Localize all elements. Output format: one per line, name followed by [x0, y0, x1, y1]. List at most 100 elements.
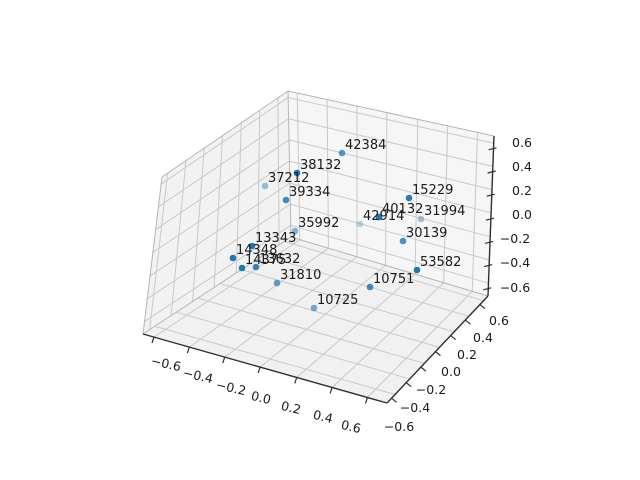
x-tick-label: 0.6 — [340, 417, 363, 436]
z-tick — [484, 240, 494, 244]
scatter-point — [375, 213, 383, 221]
box-edge-left — [142, 176, 163, 335]
point-label: 10751 — [373, 272, 414, 287]
x-tick-label: −0.4 — [182, 365, 215, 386]
point-label: 31810 — [280, 268, 321, 283]
gridline-floor-x — [284, 240, 484, 302]
scatter-point — [405, 194, 413, 202]
gridline-floor-y — [153, 239, 301, 338]
z-tick — [483, 264, 493, 268]
x-axis-spine — [142, 333, 388, 404]
gridline-leftwall-x — [213, 135, 223, 288]
x-tick-label: −0.2 — [215, 377, 248, 398]
gridline-leftwall-z — [155, 139, 290, 231]
scatter-point — [261, 182, 269, 190]
scatter-point — [356, 220, 364, 228]
z-tick — [488, 147, 497, 151]
point-label: 37212 — [268, 171, 309, 186]
point-label: 42914 — [363, 209, 404, 224]
x-tick — [151, 336, 155, 344]
box-edge-top-right — [287, 90, 495, 137]
scatter-point — [310, 304, 318, 312]
gridline-rightwall-z — [290, 203, 490, 261]
point-label: 40132 — [382, 202, 423, 217]
y-tick-label: −0.6 — [384, 419, 414, 434]
z-tick-label: −0.4 — [500, 255, 530, 270]
scatter-point — [413, 266, 421, 274]
point-label: 30139 — [406, 226, 447, 241]
point-label: 31994 — [424, 204, 465, 219]
z-tick — [487, 170, 496, 174]
gridline-leftwall-x — [277, 97, 280, 245]
gridline-rightwall-z — [289, 160, 492, 214]
gridline-leftwall-z — [160, 97, 289, 185]
gridline-floor-y — [189, 247, 329, 348]
point-label: 13343 — [255, 231, 296, 246]
y-tick — [405, 382, 412, 388]
point-label: 53582 — [420, 255, 461, 270]
x-tick-label: 0.2 — [280, 398, 303, 417]
gridline-rightwall-z — [288, 118, 493, 167]
gridline-leftwall-x — [170, 160, 187, 316]
point-label: 14348 — [236, 243, 277, 258]
point-label: 13632 — [259, 252, 300, 267]
gridline-floor-x — [154, 325, 396, 395]
gridline-leftwall-z — [149, 182, 291, 277]
z-tick-label: 0.2 — [512, 183, 532, 198]
gridline-rightwall-y — [296, 93, 301, 240]
y-tick — [464, 319, 471, 325]
gridline-floor-y — [224, 256, 358, 358]
gridline-leftwall-z — [146, 203, 291, 300]
z-tick — [486, 193, 495, 197]
gridline-floor-y — [367, 290, 473, 398]
gridline-rightwall-z — [290, 224, 489, 284]
point-label: 38132 — [300, 158, 341, 173]
y-axis-spine — [386, 295, 489, 404]
y-tick-label: 0.6 — [489, 313, 509, 328]
y-tick-label: −0.2 — [416, 382, 446, 397]
gridline-leftwall-z — [144, 224, 292, 322]
gridline-rightwall-y — [326, 99, 329, 249]
y-tick — [420, 366, 427, 372]
x-tick-label: −0.6 — [150, 353, 183, 374]
box-edge-top-left — [161, 90, 289, 178]
scatter-point — [238, 264, 246, 272]
scatter-point — [248, 242, 256, 250]
y-tick — [479, 304, 486, 310]
point-label: 14375 — [245, 253, 286, 268]
z-axis-spine — [487, 135, 495, 297]
gridline-rightwall-y — [385, 112, 388, 266]
pane-right-wall — [288, 91, 494, 296]
gridline-leftwall-x — [192, 148, 205, 302]
gridline-floor-y — [331, 282, 445, 388]
gridline-leftwall-x — [257, 110, 261, 259]
x-tick-label: 0.4 — [312, 407, 335, 426]
point-label: 39334 — [289, 185, 330, 200]
scatter-point — [293, 169, 301, 177]
z-tick-label: 0.0 — [512, 207, 532, 222]
scatter-point — [399, 237, 407, 245]
scatter-point — [273, 279, 281, 287]
gridline-rightwall-z — [288, 139, 493, 191]
y-tick-label: 0.4 — [473, 330, 493, 345]
scatter-point — [229, 254, 237, 262]
point-label: 42384 — [345, 138, 386, 153]
y-tick-label: 0.0 — [441, 364, 461, 379]
box-edge-back — [287, 90, 292, 238]
z-tick-label: −0.2 — [500, 231, 530, 246]
box-edge-floor-right — [290, 236, 489, 297]
point-label: 15229 — [412, 183, 453, 198]
scatter-point — [282, 196, 290, 204]
y-tick — [391, 397, 397, 403]
gridline-rightwall-y — [471, 132, 479, 292]
point-label: 10725 — [317, 293, 358, 308]
x-tick — [257, 366, 261, 374]
gridline-leftwall-x — [235, 122, 242, 273]
x-tick-label: 0.0 — [250, 388, 273, 407]
y-tick — [450, 335, 457, 341]
gridline-rightwall-y — [443, 125, 449, 283]
scatter-point — [252, 263, 260, 271]
scatter-point — [417, 215, 425, 223]
gridline-floor-y — [259, 264, 386, 368]
